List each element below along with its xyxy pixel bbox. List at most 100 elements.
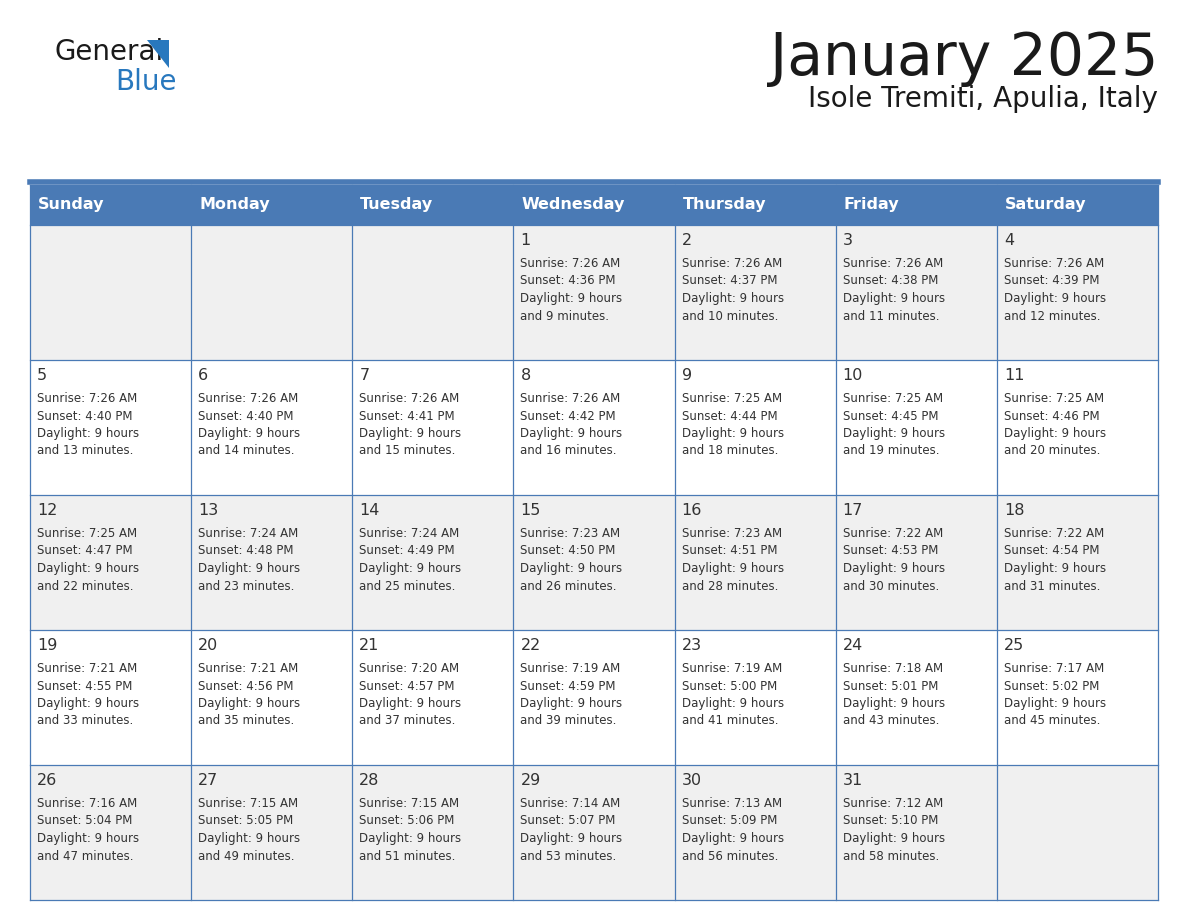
Text: Sunset: 5:10 PM: Sunset: 5:10 PM	[842, 814, 939, 827]
Bar	[835, 225, 997, 360]
Text: Sunrise: 7:26 AM: Sunrise: 7:26 AM	[520, 392, 620, 405]
Text: and 9 minutes.: and 9 minutes.	[520, 309, 609, 322]
Text: Sunrise: 7:25 AM: Sunrise: 7:25 AM	[1004, 392, 1104, 405]
Text: Sunset: 4:41 PM: Sunset: 4:41 PM	[359, 409, 455, 422]
Text: 10: 10	[842, 368, 864, 383]
Bar	[997, 225, 1158, 360]
Bar	[835, 185, 997, 225]
Text: Sunrise: 7:24 AM: Sunrise: 7:24 AM	[359, 527, 460, 540]
Bar	[30, 360, 191, 495]
Bar	[513, 495, 675, 630]
Text: 17: 17	[842, 503, 864, 518]
Text: and 15 minutes.: and 15 minutes.	[359, 444, 456, 457]
Bar	[191, 630, 353, 765]
Text: and 28 minutes.: and 28 minutes.	[682, 579, 778, 592]
Text: Sunset: 5:05 PM: Sunset: 5:05 PM	[198, 814, 293, 827]
Text: Daylight: 9 hours: Daylight: 9 hours	[682, 697, 784, 710]
Text: and 53 minutes.: and 53 minutes.	[520, 849, 617, 863]
Text: and 11 minutes.: and 11 minutes.	[842, 309, 940, 322]
Text: Sunrise: 7:22 AM: Sunrise: 7:22 AM	[842, 527, 943, 540]
Bar	[675, 360, 835, 495]
Text: Sunset: 4:47 PM: Sunset: 4:47 PM	[37, 544, 133, 557]
Text: Sunset: 4:57 PM: Sunset: 4:57 PM	[359, 679, 455, 692]
Bar	[30, 495, 191, 630]
Bar	[191, 185, 353, 225]
Text: Sunrise: 7:26 AM: Sunrise: 7:26 AM	[842, 257, 943, 270]
Text: Daylight: 9 hours: Daylight: 9 hours	[520, 832, 623, 845]
Text: Daylight: 9 hours: Daylight: 9 hours	[1004, 697, 1106, 710]
Bar	[191, 495, 353, 630]
Text: Sunrise: 7:16 AM: Sunrise: 7:16 AM	[37, 797, 138, 810]
Text: Sunset: 4:40 PM: Sunset: 4:40 PM	[198, 409, 293, 422]
Bar	[30, 765, 191, 900]
Text: Sunrise: 7:13 AM: Sunrise: 7:13 AM	[682, 797, 782, 810]
Text: Sunrise: 7:15 AM: Sunrise: 7:15 AM	[198, 797, 298, 810]
Text: 25: 25	[1004, 638, 1024, 653]
Text: and 45 minutes.: and 45 minutes.	[1004, 714, 1100, 727]
Text: Sunrise: 7:21 AM: Sunrise: 7:21 AM	[37, 662, 138, 675]
Text: Daylight: 9 hours: Daylight: 9 hours	[682, 427, 784, 440]
Text: Sunset: 5:07 PM: Sunset: 5:07 PM	[520, 814, 615, 827]
Text: Daylight: 9 hours: Daylight: 9 hours	[520, 292, 623, 305]
Text: 23: 23	[682, 638, 702, 653]
Text: Sunset: 5:04 PM: Sunset: 5:04 PM	[37, 814, 132, 827]
Text: Daylight: 9 hours: Daylight: 9 hours	[842, 427, 944, 440]
Text: Sunrise: 7:26 AM: Sunrise: 7:26 AM	[37, 392, 138, 405]
Text: Daylight: 9 hours: Daylight: 9 hours	[1004, 292, 1106, 305]
Text: and 43 minutes.: and 43 minutes.	[842, 714, 939, 727]
Text: Daylight: 9 hours: Daylight: 9 hours	[359, 427, 461, 440]
Text: and 26 minutes.: and 26 minutes.	[520, 579, 617, 592]
Text: 15: 15	[520, 503, 541, 518]
Text: Daylight: 9 hours: Daylight: 9 hours	[198, 697, 301, 710]
Text: 27: 27	[198, 773, 219, 788]
Bar	[353, 495, 513, 630]
Text: 20: 20	[198, 638, 219, 653]
Bar	[997, 765, 1158, 900]
Text: 24: 24	[842, 638, 862, 653]
Text: Daylight: 9 hours: Daylight: 9 hours	[682, 292, 784, 305]
Text: Daylight: 9 hours: Daylight: 9 hours	[1004, 562, 1106, 575]
Bar	[191, 360, 353, 495]
Text: Sunday: Sunday	[38, 197, 105, 212]
Text: Sunrise: 7:21 AM: Sunrise: 7:21 AM	[198, 662, 298, 675]
Text: Daylight: 9 hours: Daylight: 9 hours	[842, 697, 944, 710]
Bar	[835, 495, 997, 630]
Text: and 18 minutes.: and 18 minutes.	[682, 444, 778, 457]
Bar	[675, 225, 835, 360]
Text: Sunrise: 7:19 AM: Sunrise: 7:19 AM	[520, 662, 620, 675]
Text: Daylight: 9 hours: Daylight: 9 hours	[37, 832, 139, 845]
Text: and 56 minutes.: and 56 minutes.	[682, 849, 778, 863]
Text: Sunset: 4:39 PM: Sunset: 4:39 PM	[1004, 274, 1099, 287]
Text: 12: 12	[37, 503, 57, 518]
Text: Sunset: 4:53 PM: Sunset: 4:53 PM	[842, 544, 939, 557]
Text: 8: 8	[520, 368, 531, 383]
Text: 5: 5	[37, 368, 48, 383]
Text: and 37 minutes.: and 37 minutes.	[359, 714, 456, 727]
Text: Sunset: 4:45 PM: Sunset: 4:45 PM	[842, 409, 939, 422]
Text: 19: 19	[37, 638, 57, 653]
Text: Sunrise: 7:15 AM: Sunrise: 7:15 AM	[359, 797, 460, 810]
Text: Sunrise: 7:14 AM: Sunrise: 7:14 AM	[520, 797, 620, 810]
Text: Daylight: 9 hours: Daylight: 9 hours	[37, 697, 139, 710]
Bar	[835, 360, 997, 495]
Text: Sunset: 5:01 PM: Sunset: 5:01 PM	[842, 679, 939, 692]
Bar	[513, 630, 675, 765]
Text: Thursday: Thursday	[683, 197, 766, 212]
Text: Sunset: 4:48 PM: Sunset: 4:48 PM	[198, 544, 293, 557]
Text: Sunset: 5:00 PM: Sunset: 5:00 PM	[682, 679, 777, 692]
Text: and 19 minutes.: and 19 minutes.	[842, 444, 940, 457]
Text: and 39 minutes.: and 39 minutes.	[520, 714, 617, 727]
Text: and 14 minutes.: and 14 minutes.	[198, 444, 295, 457]
Text: 9: 9	[682, 368, 691, 383]
Bar	[675, 630, 835, 765]
Text: Sunset: 4:37 PM: Sunset: 4:37 PM	[682, 274, 777, 287]
Text: Tuesday: Tuesday	[360, 197, 434, 212]
Text: Sunrise: 7:25 AM: Sunrise: 7:25 AM	[842, 392, 943, 405]
Text: Sunrise: 7:23 AM: Sunrise: 7:23 AM	[682, 527, 782, 540]
Text: 26: 26	[37, 773, 57, 788]
Text: and 22 minutes.: and 22 minutes.	[37, 579, 133, 592]
Text: Blue: Blue	[115, 68, 177, 96]
Text: and 23 minutes.: and 23 minutes.	[198, 579, 295, 592]
Text: Isole Tremiti, Apulia, Italy: Isole Tremiti, Apulia, Italy	[808, 85, 1158, 113]
Text: Daylight: 9 hours: Daylight: 9 hours	[198, 832, 301, 845]
